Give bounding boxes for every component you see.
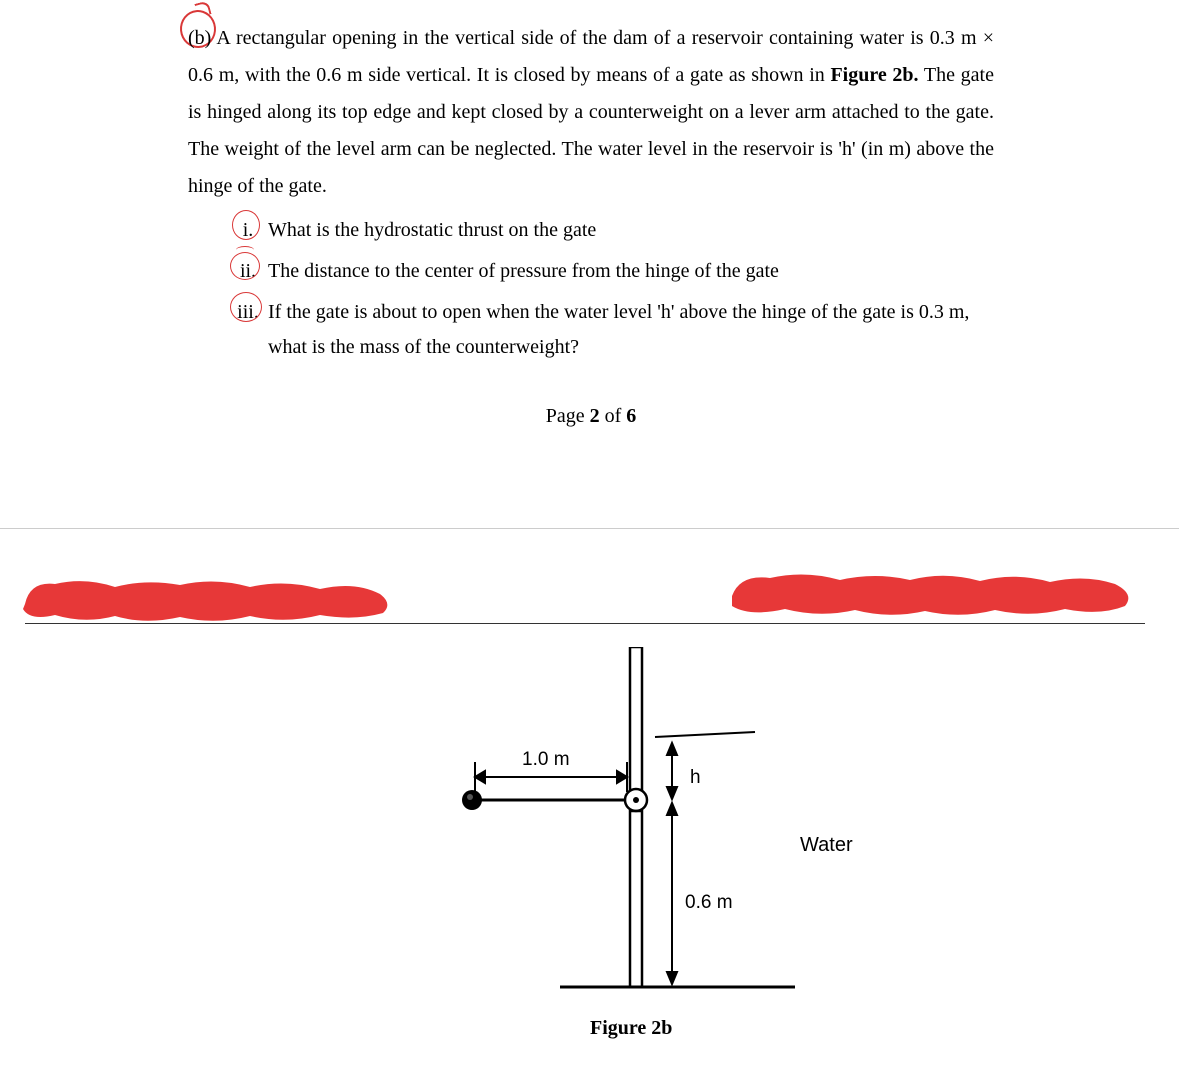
marker-i-wrapper: i.: [228, 213, 268, 248]
figure-reference: Figure 2b.: [830, 64, 918, 86]
question-body: (b) A rectangular opening in the vertica…: [188, 20, 994, 205]
sub-item-ii: ii. The distance to the center of pressu…: [228, 254, 994, 289]
text-i: What is the hydrostatic thrust on the ga…: [268, 213, 994, 248]
annotation-circle-ii: [230, 252, 260, 280]
page-current: 2: [590, 405, 600, 427]
page-number: Page 2 of 6: [188, 405, 994, 428]
sub-item-i: i. What is the hydrostatic thrust on the…: [228, 213, 994, 248]
annotation-circle-iii: [230, 292, 262, 322]
section-divider-line: [25, 623, 1145, 624]
text-ii: The distance to the center of pressure f…: [268, 254, 994, 289]
redaction-left: [15, 569, 395, 627]
sub-items-list: i. What is the hydrostatic thrust on the…: [228, 213, 994, 365]
annotation-circle-i: [232, 210, 260, 240]
part-label-wrapper: (b): [188, 20, 211, 57]
figure-caption: Figure 2b: [590, 1017, 672, 1040]
question-section: (b) A rectangular opening in the vertica…: [0, 0, 1179, 448]
part-label: (b): [188, 27, 211, 49]
page-total: 6: [626, 405, 636, 427]
figure-2b: 1.0 m h 0.6 m Water Figure 2b: [460, 647, 910, 1027]
lower-section: 1.0 m h 0.6 m Water Figure 2b: [0, 528, 1179, 1008]
marker-ii-wrapper: ii.: [228, 254, 268, 289]
redaction-right: [720, 564, 1140, 622]
label-gate-height: 0.6 m: [685, 892, 733, 914]
sub-item-iii: iii. If the gate is about to open when t…: [228, 295, 994, 365]
label-depth-h: h: [690, 767, 701, 789]
label-lever-length: 1.0 m: [522, 749, 570, 771]
label-fluid: Water: [800, 834, 853, 857]
figure-diagram: [460, 647, 910, 1007]
marker-iii-wrapper: iii.: [228, 295, 268, 330]
text-iii: If the gate is about to open when the wa…: [268, 295, 994, 365]
